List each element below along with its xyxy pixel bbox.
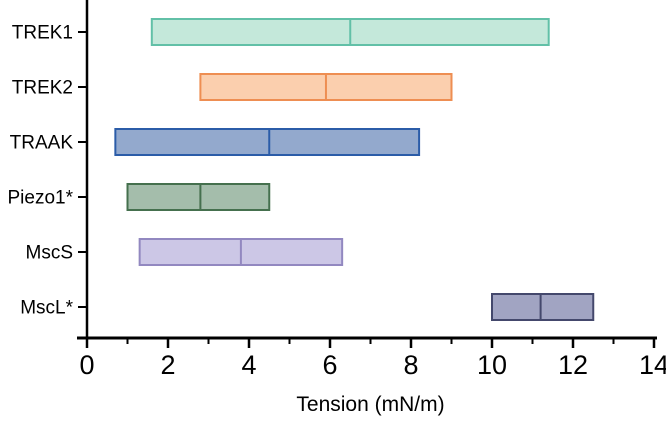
- category-label-piezo1: Piezo1*: [8, 188, 74, 209]
- x-tick-label: 8: [403, 350, 418, 380]
- x-tick-label: 2: [160, 350, 175, 380]
- category-label-trek1: TREK1: [12, 23, 73, 44]
- x-tick-label: 0: [79, 350, 94, 380]
- range-bar-mscl: [491, 293, 595, 321]
- x-tick-label: 4: [241, 350, 256, 380]
- x-tick-label: 10: [477, 350, 507, 380]
- category-label-mscl: MscL*: [20, 298, 73, 319]
- category-label-traak: TRAAK: [10, 133, 74, 154]
- x-tick-label: 12: [558, 350, 588, 380]
- category-label-trek2: TREK2: [12, 78, 73, 99]
- x-tick-label: 14: [639, 350, 666, 380]
- range-bar-piezo1: [126, 183, 271, 211]
- x-tick-label: 6: [322, 350, 337, 380]
- category-label-mscs: MscS: [26, 243, 74, 264]
- x-axis-title: Tension (mN/m): [296, 393, 445, 416]
- range-bar-traak: [114, 128, 421, 156]
